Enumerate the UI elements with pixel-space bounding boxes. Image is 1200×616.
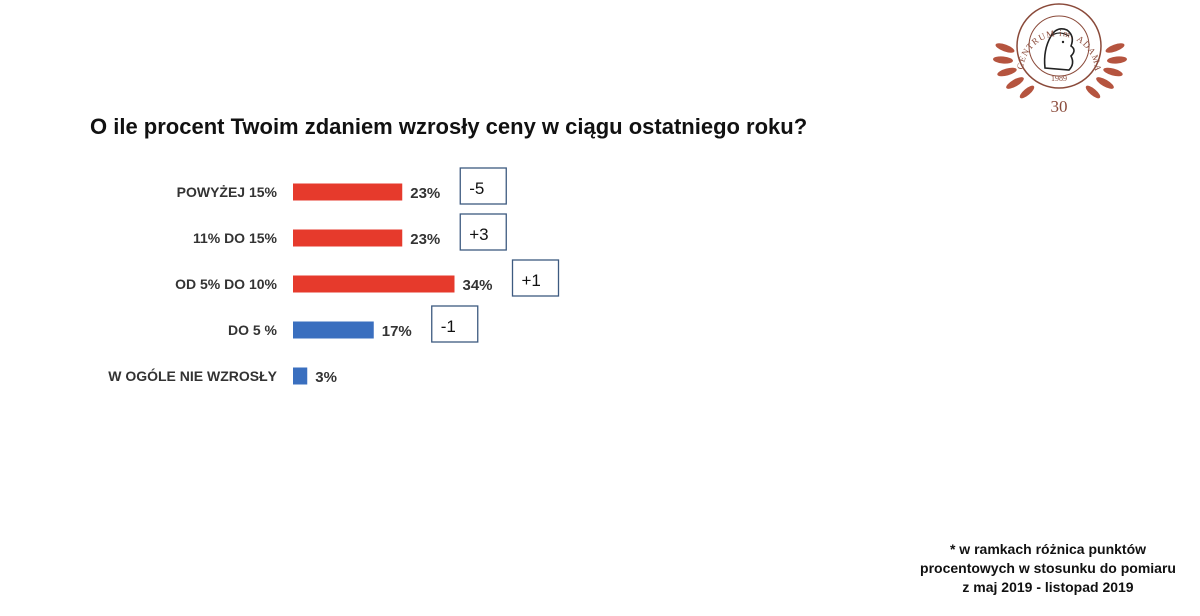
bar-powyżej-15pct bbox=[293, 183, 403, 201]
laurel-icon bbox=[993, 43, 1127, 99]
category-label-11pct-do-15pct: 11% DO 15% bbox=[193, 230, 278, 246]
value-label-w-ogóle-nie-wzrosły: 3% bbox=[315, 369, 337, 386]
difference-box-od-5pct-do-10pct bbox=[511, 259, 560, 297]
difference-label-powyżej-15pct: -5 bbox=[469, 179, 484, 198]
difference-label-do-5-pct: -1 bbox=[441, 317, 456, 336]
category-label-w-ogóle-nie-wzrosły: W OGÓLE NIE WZROSŁY bbox=[108, 367, 277, 384]
value-label-od-5pct-do-10pct: 34% bbox=[463, 277, 493, 294]
footnote: * w ramkach różnica punktów procentowych… bbox=[920, 541, 1176, 595]
logo-anniversary: 30 bbox=[1051, 97, 1068, 116]
value-label-11pct-do-15pct: 23% bbox=[410, 231, 440, 248]
portrait-seal-icon bbox=[1043, 28, 1075, 71]
category-label-od-5pct-do-10pct: OD 5% DO 10% bbox=[175, 276, 277, 292]
difference-box-powyżej-15pct bbox=[459, 167, 507, 205]
difference-box-11pct-do-15pct bbox=[459, 213, 507, 251]
bar-do-5-pct bbox=[293, 321, 374, 339]
bar-od-5pct-do-10pct bbox=[293, 275, 455, 293]
value-label-powyżej-15pct: 23% bbox=[410, 185, 440, 202]
category-label-powyżej-15pct: POWYŻEJ 15% bbox=[177, 184, 278, 200]
category-label-do-5-pct: DO 5 % bbox=[228, 322, 278, 338]
value-label-do-5-pct: 17% bbox=[382, 323, 412, 340]
bar-11pct-do-15pct bbox=[293, 229, 403, 247]
difference-box-do-5-pct bbox=[431, 305, 479, 343]
logo-year: 1989 bbox=[1051, 74, 1067, 83]
difference-label-11pct-do-15pct: +3 bbox=[469, 225, 488, 244]
centrum-adama-smitha-logo: CENTRUM im. ADAMA SMITHA 1989 30 bbox=[985, 0, 1127, 116]
chart-title: O ile procent Twoim zdaniem wzrosły ceny… bbox=[90, 114, 808, 139]
difference-label-od-5pct-do-10pct: +1 bbox=[522, 271, 541, 290]
bar-w-ogóle-nie-wzrosły bbox=[293, 367, 308, 385]
